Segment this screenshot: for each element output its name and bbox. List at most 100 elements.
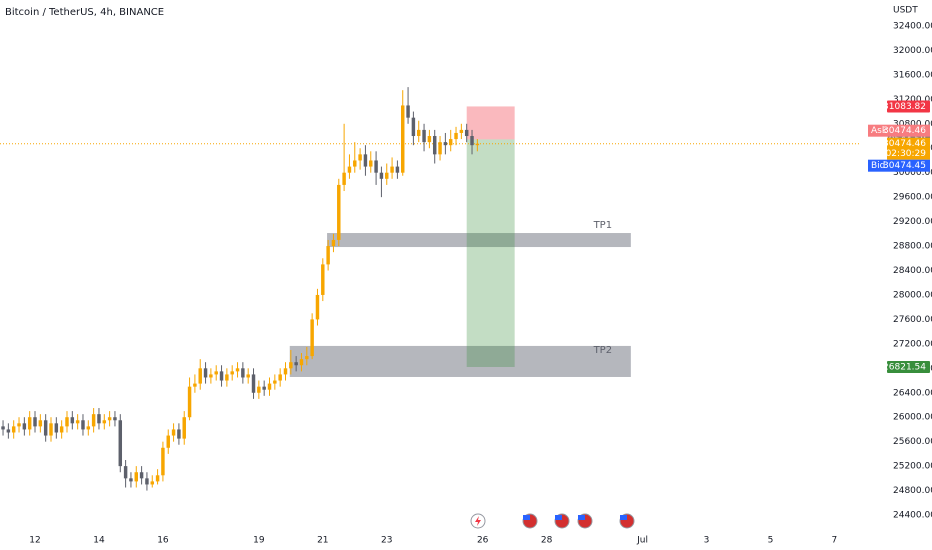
stop-price-label: 31083.82 bbox=[883, 102, 926, 112]
candle-body bbox=[171, 429, 176, 436]
candle-body bbox=[177, 429, 181, 439]
x-tick-label: 23 bbox=[381, 536, 392, 546]
y-tick-label: 24800.00 bbox=[893, 486, 932, 496]
ask-value: 30474.46 bbox=[883, 126, 926, 136]
stop-zone bbox=[466, 106, 515, 140]
candle-body bbox=[251, 374, 256, 393]
candle-body bbox=[401, 105, 405, 173]
candle-body bbox=[432, 136, 437, 155]
y-tick-label: 28400.00 bbox=[893, 266, 932, 276]
x-tick-label: 5 bbox=[768, 536, 774, 546]
candle-body bbox=[374, 160, 378, 173]
target-zone bbox=[289, 345, 631, 377]
candle-body bbox=[475, 143, 480, 146]
candle-body bbox=[326, 246, 330, 265]
candle-body bbox=[139, 472, 144, 479]
last-price: 30474.46 bbox=[883, 139, 926, 149]
bid-value: 30474.45 bbox=[883, 161, 926, 171]
candle-body bbox=[27, 417, 32, 430]
y-tick-label: 28800.00 bbox=[893, 242, 932, 252]
candle-body bbox=[305, 356, 309, 360]
candle-body bbox=[214, 371, 218, 375]
last-price-box bbox=[887, 137, 930, 160]
candle-body bbox=[422, 129, 426, 143]
y-tick-label: 27600.00 bbox=[893, 315, 932, 325]
candle-body bbox=[283, 368, 288, 375]
candle-body bbox=[347, 166, 352, 173]
x-tick-label: 28 bbox=[541, 536, 553, 546]
candle-body bbox=[6, 429, 11, 433]
currency-label: USDT bbox=[893, 6, 918, 16]
candle-body bbox=[321, 264, 325, 295]
candle-body bbox=[54, 423, 59, 433]
y-tick-label: 30800.00 bbox=[893, 119, 932, 129]
candle-body bbox=[198, 368, 202, 384]
x-tick-label: 12 bbox=[29, 536, 40, 546]
candle-body bbox=[379, 172, 384, 179]
candle-body bbox=[241, 368, 245, 378]
candle-body bbox=[33, 417, 37, 427]
x-tick-label: Jul bbox=[636, 536, 648, 546]
y-tick-label: 29200.00 bbox=[893, 217, 932, 227]
candle-body bbox=[86, 426, 91, 430]
y-tick-label: 30000.00 bbox=[893, 168, 932, 178]
candle-body bbox=[38, 420, 43, 427]
candle-body bbox=[97, 414, 101, 424]
y-tick-label: 32400.00 bbox=[893, 21, 932, 31]
candle-body bbox=[448, 139, 453, 146]
event-icon bbox=[578, 515, 585, 520]
candle-body bbox=[107, 417, 112, 421]
y-tick-label: 25600.00 bbox=[893, 437, 932, 447]
candle-body bbox=[262, 386, 266, 390]
candle-body bbox=[289, 362, 293, 369]
candle-body bbox=[118, 420, 123, 467]
candle-body bbox=[43, 420, 48, 436]
x-tick-label: 26 bbox=[477, 536, 489, 546]
candle-body bbox=[102, 420, 107, 424]
candle-body bbox=[331, 239, 336, 247]
y-tick-label: 32000.00 bbox=[893, 46, 932, 56]
candle-body bbox=[182, 417, 186, 439]
candle-body bbox=[470, 136, 474, 146]
y-tick-label: 31600.00 bbox=[893, 70, 932, 80]
candle-body bbox=[278, 374, 282, 381]
zone-label: TP2 bbox=[593, 345, 613, 356]
candle-body bbox=[353, 160, 357, 167]
stop-price-label-box bbox=[887, 100, 930, 113]
candle-body bbox=[11, 426, 16, 433]
y-tick-label: 29600.00 bbox=[893, 193, 932, 203]
target-zone bbox=[327, 233, 631, 248]
candle-body bbox=[193, 383, 197, 387]
candle-body bbox=[294, 362, 298, 366]
candle-body bbox=[363, 154, 368, 167]
candle-body bbox=[75, 420, 80, 424]
candle-body bbox=[150, 481, 154, 485]
candle-body bbox=[59, 426, 64, 433]
candle-body bbox=[235, 368, 240, 372]
event-icon bbox=[555, 515, 562, 520]
profit-zone bbox=[466, 139, 515, 367]
candle-body bbox=[257, 386, 261, 393]
candle-body bbox=[230, 371, 234, 375]
chart-title: Bitcoin / TetherUS, 4h, BINANCE bbox=[5, 7, 164, 18]
candle-body bbox=[337, 184, 341, 240]
plot: 24400.00 24800.00 25200.00 25600.00 26000.00… bbox=[0, 21, 932, 546]
y-tick-label: 26400.00 bbox=[893, 388, 932, 398]
candle-body bbox=[310, 319, 314, 357]
candle-body bbox=[427, 136, 432, 143]
candle-body bbox=[17, 423, 21, 427]
candle-body bbox=[203, 368, 208, 378]
event-icons bbox=[470, 513, 635, 529]
bid-label: Bid bbox=[871, 161, 885, 171]
event-icon bbox=[523, 515, 530, 520]
x-tick-label: 14 bbox=[93, 536, 105, 546]
candle-body bbox=[129, 478, 133, 482]
candle-body bbox=[358, 154, 362, 161]
x-tick-label: 3 bbox=[704, 536, 710, 546]
candle-body bbox=[246, 374, 250, 378]
candle-body bbox=[443, 142, 448, 146]
candle-body bbox=[385, 172, 389, 179]
zone-label: TP1 bbox=[593, 220, 613, 231]
countdown: 02:30:29 bbox=[886, 149, 927, 159]
